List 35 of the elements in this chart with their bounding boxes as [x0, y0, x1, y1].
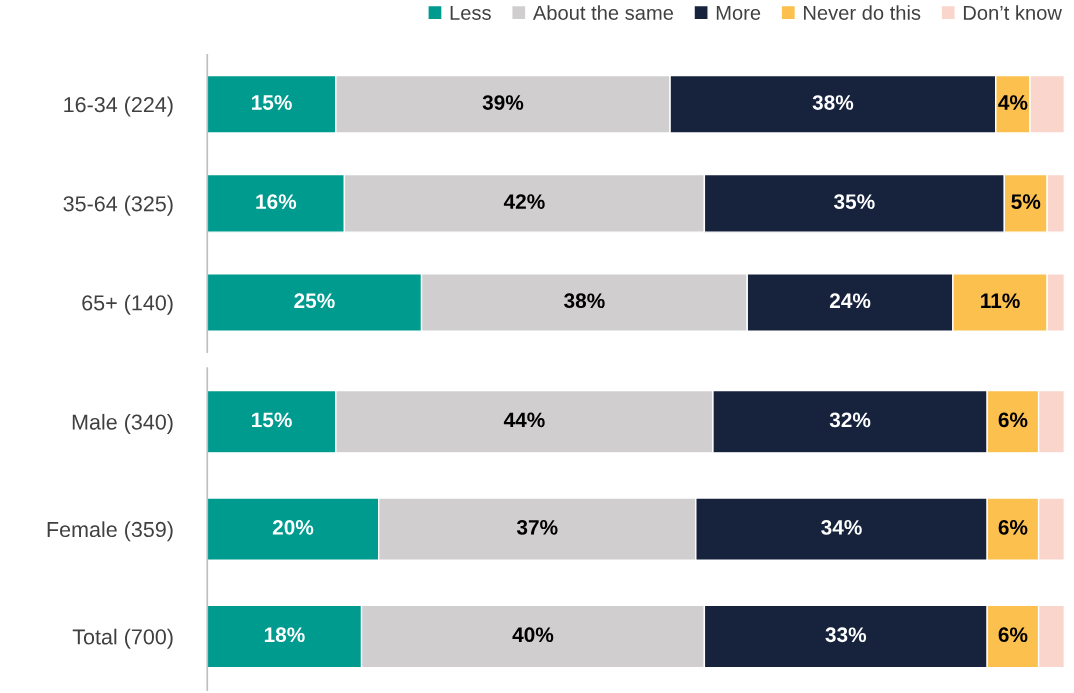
- legend-label: About the same: [532, 5, 674, 20]
- y-tick-label: Total (700): [72, 628, 173, 649]
- legend-label: Don’t know: [963, 5, 1062, 20]
- y-tick-label: 65+ (140): [82, 294, 173, 315]
- y-tick-label: 35-64 (325): [63, 195, 173, 216]
- data-label: 4%: [998, 95, 1028, 110]
- data-label: 40%: [512, 627, 554, 643]
- data-label: 20%: [272, 519, 314, 535]
- data-label: 16%: [256, 194, 297, 209]
- data-label: 34%: [821, 519, 862, 535]
- data-label: 35%: [833, 194, 875, 210]
- data-label: 37%: [516, 519, 558, 535]
- data-label: 25%: [294, 293, 335, 309]
- legend-label: Never do this: [804, 5, 921, 20]
- y-tick-label: Male (340): [72, 413, 173, 434]
- data-label: 18%: [264, 627, 305, 643]
- data-label: 5%: [1011, 194, 1041, 209]
- legend-label: More: [716, 5, 761, 20]
- data-label: 15%: [252, 412, 292, 428]
- data-label: 38%: [812, 95, 854, 110]
- data-label: 15%: [252, 95, 292, 110]
- data-label: 33%: [825, 627, 867, 643]
- data-label: 39%: [482, 95, 524, 110]
- data-label: 11%: [981, 293, 1020, 309]
- data-label: 44%: [503, 412, 545, 428]
- data-label: 38%: [564, 293, 605, 309]
- data-label: 24%: [829, 293, 871, 309]
- data-label: 6%: [998, 519, 1028, 535]
- data-label: 42%: [503, 194, 545, 209]
- data-label: 6%: [998, 412, 1028, 428]
- legend-label: Less: [450, 5, 491, 20]
- data-label: 32%: [829, 412, 871, 428]
- data-label: 6%: [998, 627, 1028, 643]
- y-tick-label: 16-34 (224): [64, 96, 173, 117]
- y-tick-label: Female (359): [47, 521, 173, 542]
